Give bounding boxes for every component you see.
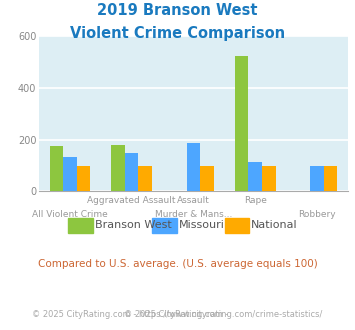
Bar [262, 166, 275, 191]
Bar [248, 162, 262, 191]
Text: Assault: Assault [177, 196, 210, 205]
Text: Robbery: Robbery [298, 210, 336, 218]
Text: Violent Crime Comparison: Violent Crime Comparison [70, 26, 285, 41]
Bar [77, 166, 90, 191]
Text: © 2025 CityRating.com - https://www.cityrating.com/crime-statistics/: © 2025 CityRating.com - https://www.city… [32, 310, 323, 319]
Bar [111, 145, 125, 191]
Bar [310, 166, 324, 191]
Bar [125, 153, 138, 191]
Text: Compared to U.S. average. (U.S. average equals 100): Compared to U.S. average. (U.S. average … [38, 259, 317, 269]
Text: Aggravated Assault: Aggravated Assault [87, 196, 176, 205]
Text: 2019 Branson West: 2019 Branson West [97, 3, 258, 18]
Bar [235, 56, 248, 191]
Text: © 2025 CityRating.com -: © 2025 CityRating.com - [124, 310, 231, 319]
Text: Rape: Rape [244, 196, 267, 205]
Bar [50, 146, 63, 191]
Bar [138, 166, 152, 191]
Bar [63, 157, 77, 191]
Text: National: National [251, 220, 298, 230]
Text: Murder & Mans...: Murder & Mans... [155, 210, 232, 218]
Text: All Violent Crime: All Violent Crime [32, 210, 108, 218]
Bar [200, 166, 214, 191]
Text: Branson West: Branson West [95, 220, 172, 230]
Bar [324, 166, 337, 191]
Bar [187, 143, 200, 191]
Text: Missouri: Missouri [178, 220, 224, 230]
